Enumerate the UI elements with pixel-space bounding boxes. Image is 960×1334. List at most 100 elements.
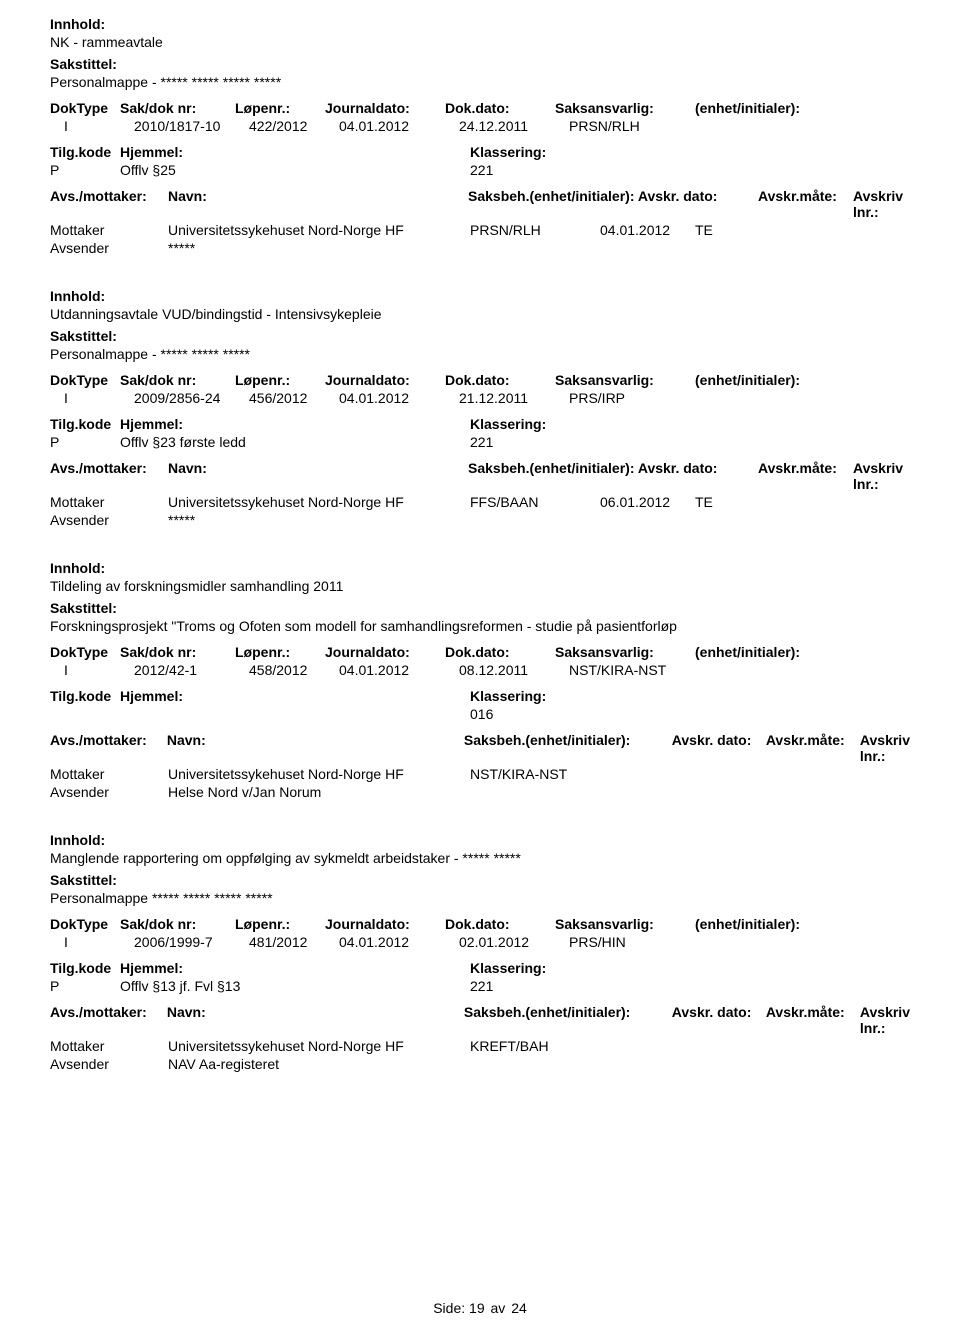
col-hjemmel: Hjemmel: [120, 688, 470, 704]
val-lopenr: 458/2012 [249, 662, 339, 678]
page-footer: Side: 19 av 24 [0, 1300, 960, 1316]
val-saksansvarlig: PRS/HIN [569, 934, 709, 950]
party-name: Universitetssykehuset Nord-Norge HF [168, 222, 470, 238]
meta-data-row: I 2010/1817-10 422/2012 04.01.2012 24.12… [50, 118, 910, 134]
party-header-row: Avs./mottaker: Navn: Saksbeh.(enhet/init… [50, 188, 910, 220]
val-hjemmel [120, 706, 470, 722]
party-role: Mottaker [50, 1038, 168, 1054]
tilg-header-row: Tilg.kode Hjemmel: Klassering: [50, 144, 910, 160]
val-hjemmel: Offlv §25 [120, 162, 470, 178]
party-header-row: Avs./mottaker: Navn: Saksbeh.(enhet/init… [50, 732, 910, 764]
col-saksansvarlig: Saksansvarlig: [555, 644, 695, 660]
col-lopenr: Løpenr.: [235, 100, 325, 116]
val-hjemmel: Offlv §23 første ledd [120, 434, 470, 450]
party-name: Universitetssykehuset Nord-Norge HF [168, 494, 470, 510]
col-sakdok: Sak/dok nr: [120, 644, 235, 660]
col-enhet: (enhet/initialer): [695, 916, 910, 932]
party-row: Avsender NAV Aa-registeret [50, 1056, 910, 1072]
val-sakdok: 2012/42-1 [134, 662, 249, 678]
party-row: Mottaker Universitetssykehuset Nord-Norg… [50, 222, 910, 238]
col-journaldato: Journaldato: [325, 644, 445, 660]
col-avskr-maate: Avskr.måte: [766, 1004, 860, 1036]
meta-data-row: I 2012/42-1 458/2012 04.01.2012 08.12.20… [50, 662, 910, 678]
col-doktype: DokType [50, 644, 120, 660]
col-avs-mottaker: Avs./mottaker: [50, 188, 168, 220]
col-klassering: Klassering: [470, 688, 546, 704]
col-hjemmel: Hjemmel: [120, 144, 470, 160]
col-lopenr: Løpenr.: [235, 916, 325, 932]
col-journaldato: Journaldato: [325, 100, 445, 116]
col-hjemmel: Hjemmel: [120, 416, 470, 432]
col-avskriv-lnr: Avskriv lnr.: [860, 732, 910, 764]
party-name: Universitetssykehuset Nord-Norge HF [168, 1038, 470, 1054]
val-tilgkode: P [50, 978, 120, 994]
col-klassering: Klassering: [470, 144, 546, 160]
col-klassering: Klassering: [470, 960, 546, 976]
col-journaldato: Journaldato: [325, 916, 445, 932]
sakstittel-value: Personalmappe ***** ***** ***** ***** [50, 890, 910, 906]
val-lopenr: 481/2012 [249, 934, 339, 950]
sakstittel-value: Personalmappe - ***** ***** ***** [50, 346, 910, 362]
innhold-label: Innhold: [50, 832, 910, 848]
val-sakdok: 2009/2856-24 [134, 390, 249, 406]
party-row: Mottaker Universitetssykehuset Nord-Norg… [50, 766, 910, 782]
journal-record: Innhold: NK - rammeavtale Sakstittel: Pe… [50, 16, 910, 256]
col-saksansvarlig: Saksansvarlig: [555, 100, 695, 116]
val-journaldato: 04.01.2012 [339, 662, 459, 678]
val-doktype: I [50, 118, 134, 134]
col-avskr-dato: Avskr. dato: [672, 732, 766, 764]
col-lopenr: Løpenr.: [235, 644, 325, 660]
val-dokdato: 08.12.2011 [459, 662, 569, 678]
val-journaldato: 04.01.2012 [339, 934, 459, 950]
val-klassering: 016 [470, 706, 493, 722]
val-tilgkode [50, 706, 120, 722]
val-dokdato: 21.12.2011 [459, 390, 569, 406]
party-name: Universitetssykehuset Nord-Norge HF [168, 766, 470, 782]
col-saksansvarlig: Saksansvarlig: [555, 372, 695, 388]
col-tilgkode: Tilg.kode [50, 416, 120, 432]
journal-record: Innhold: Manglende rapportering om oppfø… [50, 832, 910, 1072]
meta-data-row: I 2006/1999-7 481/2012 04.01.2012 02.01.… [50, 934, 910, 950]
col-avskr-maate: Avskr.måte: [758, 188, 853, 220]
val-enhet [709, 118, 910, 134]
sakstittel-label: Sakstittel: [50, 600, 910, 616]
sakstittel-value: Forskningsprosjekt "Troms og Ofoten som … [50, 618, 910, 634]
col-saksbeh: Saksbeh.(enhet/initialer): Avskr. dato: [468, 188, 758, 220]
val-sakdok: 2010/1817-10 [134, 118, 249, 134]
col-avs-mottaker: Avs./mottaker: [50, 732, 167, 764]
col-hjemmel: Hjemmel: [120, 960, 470, 976]
tilg-data-row: 016 [50, 706, 910, 722]
col-tilgkode: Tilg.kode [50, 688, 120, 704]
col-klassering: Klassering: [470, 416, 546, 432]
col-dokdato: Dok.dato: [445, 644, 555, 660]
col-doktype: DokType [50, 372, 120, 388]
party-row: Mottaker Universitetssykehuset Nord-Norg… [50, 1038, 910, 1054]
journal-record: Innhold: Tildeling av forskningsmidler s… [50, 560, 910, 800]
meta-header-row: DokType Sak/dok nr: Løpenr.: Journaldato… [50, 100, 910, 116]
party-avskr-dato: 06.01.2012 [600, 494, 695, 510]
party-avskr-dato: 04.01.2012 [600, 222, 695, 238]
col-avskriv-lnr: Avskriv lnr.: [853, 460, 910, 492]
footer-page-current: 19 [469, 1300, 485, 1316]
col-dokdato: Dok.dato: [445, 372, 555, 388]
innhold-label: Innhold: [50, 560, 910, 576]
party-header-row: Avs./mottaker: Navn: Saksbeh.(enhet/init… [50, 460, 910, 492]
val-doktype: I [50, 390, 134, 406]
innhold-label: Innhold: [50, 288, 910, 304]
party-row: Avsender ***** [50, 512, 910, 528]
col-navn: Navn: [168, 460, 468, 492]
col-sakdok: Sak/dok nr: [120, 372, 235, 388]
col-navn: Navn: [167, 732, 464, 764]
val-doktype: I [50, 934, 134, 950]
val-hjemmel: Offlv §13 jf. Fvl §13 [120, 978, 470, 994]
party-row: Mottaker Universitetssykehuset Nord-Norg… [50, 494, 910, 510]
innhold-value: NK - rammeavtale [50, 34, 910, 50]
party-avskr-maate: TE [695, 494, 740, 510]
col-saksbeh: Saksbeh.(enhet/initialer): [464, 732, 672, 764]
col-avskr-dato: Avskr. dato: [672, 1004, 766, 1036]
meta-header-row: DokType Sak/dok nr: Løpenr.: Journaldato… [50, 916, 910, 932]
meta-data-row: I 2009/2856-24 456/2012 04.01.2012 21.12… [50, 390, 910, 406]
col-navn: Navn: [167, 1004, 464, 1036]
party-name: ***** [168, 240, 470, 256]
val-dokdato: 02.01.2012 [459, 934, 569, 950]
